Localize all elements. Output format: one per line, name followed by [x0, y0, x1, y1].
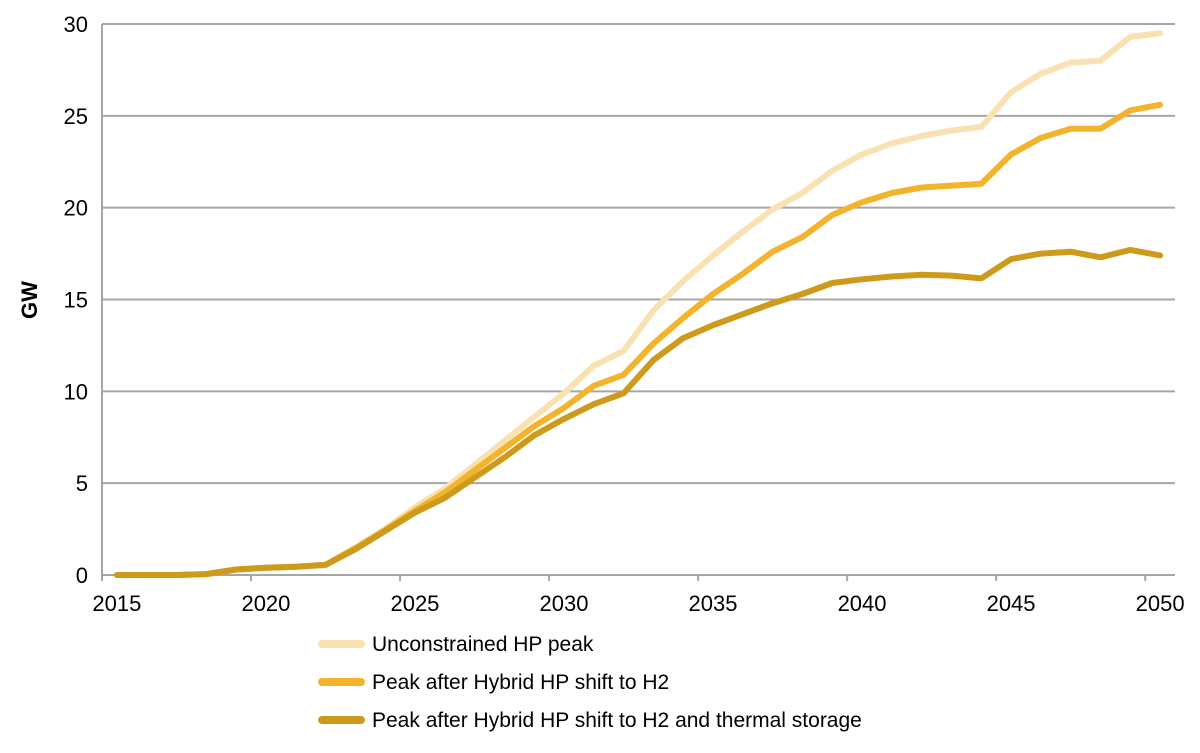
legend-item: Unconstrained HP peak: [318, 633, 594, 656]
x-tick-label: 2040: [838, 591, 887, 616]
y-axis-tick-labels: 0 5 10 15 20 25 30: [64, 12, 88, 588]
series-lines: [113, 30, 1164, 578]
legend-label: Unconstrained HP peak: [372, 633, 594, 656]
x-axis: [101, 24, 1147, 581]
y-tick-label: 25: [64, 104, 88, 129]
y-tick-label: 10: [64, 379, 88, 404]
y-tick-label: 15: [64, 288, 88, 313]
y-axis-title: GW: [17, 281, 42, 319]
x-tick-label: 2030: [540, 591, 589, 616]
legend-label: Peak after Hybrid HP shift to H2: [372, 671, 669, 694]
legend-item: Peak after Hybrid HP shift to H2 and the…: [318, 709, 862, 732]
legend-item: Peak after Hybrid HP shift to H2: [318, 671, 669, 694]
legend: Unconstrained HP peak Peak after Hybrid H…: [318, 633, 862, 732]
x-tick-label: 2015: [92, 591, 141, 616]
x-tick-label: 2045: [987, 591, 1036, 616]
series-line-3: [113, 246, 1164, 578]
x-tick-label: 2020: [241, 591, 290, 616]
legend-label: Peak after Hybrid HP shift to H2 and the…: [372, 709, 862, 732]
series-line-2: [113, 101, 1164, 578]
y-tick-label: 30: [64, 12, 88, 37]
y-tick-label: 0: [76, 563, 88, 588]
x-tick-label: 2025: [390, 591, 439, 616]
y-tick-label: 5: [76, 471, 88, 496]
x-tick-label: 2050: [1136, 591, 1185, 616]
series-line-1: [113, 30, 1164, 578]
gridlines: [102, 23, 1175, 576]
x-tick-label: 2035: [689, 591, 738, 616]
y-tick-label: 20: [64, 196, 88, 221]
x-axis-tick-labels: 2015 2020 2025 2030 2035 2040 2045 2050: [92, 591, 1184, 616]
